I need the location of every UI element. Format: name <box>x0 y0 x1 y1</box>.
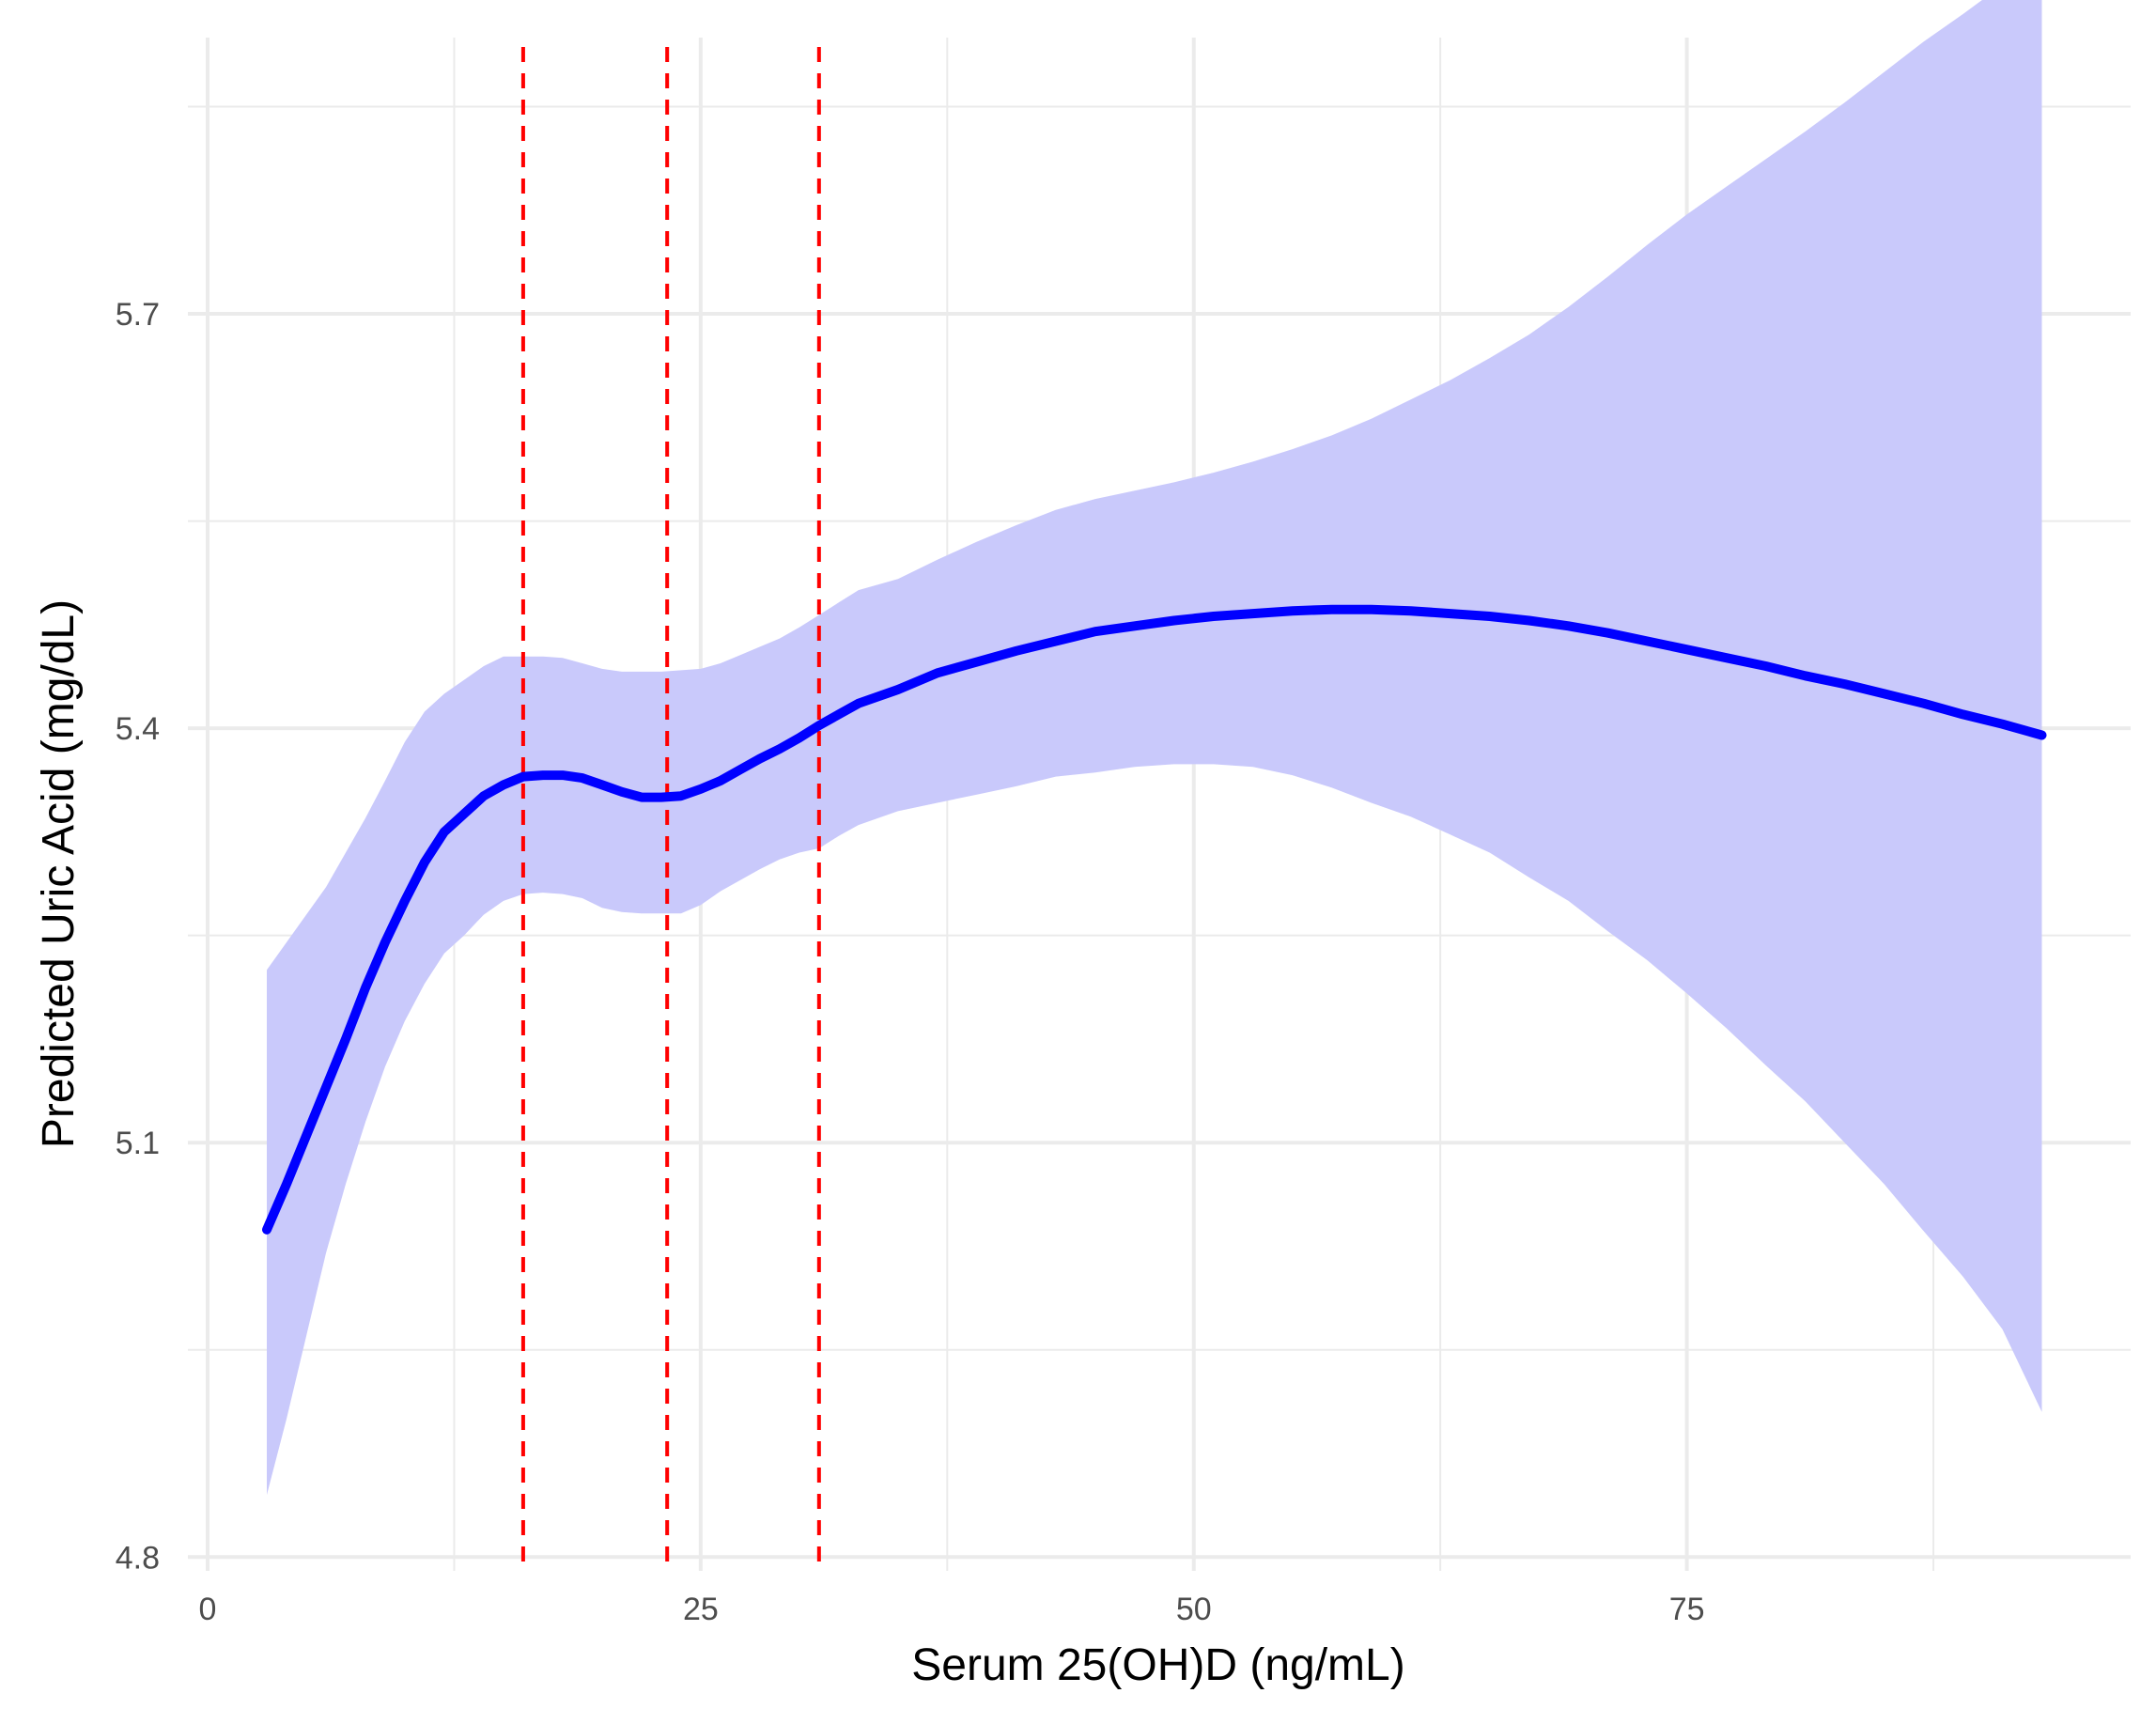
y-tick-label: 5.1 <box>116 1126 160 1161</box>
y-tick-label: 4.8 <box>116 1540 160 1576</box>
x-tick-label: 75 <box>1669 1592 1705 1627</box>
prediction-line <box>262 604 2047 1235</box>
x-tick-label: 50 <box>1176 1592 1212 1627</box>
x-tick-label: 0 <box>199 1592 217 1627</box>
x-tick-label: 25 <box>683 1592 719 1627</box>
reference-lines <box>520 47 821 1571</box>
y-axis-title: Predicted Uric Acid (mg/dL) <box>34 599 84 1148</box>
y-tick-labels: 4.8 5.1 5.4 5.7 <box>116 297 160 1576</box>
y-tick-label: 5.4 <box>116 711 160 747</box>
x-tick-labels: 0 25 50 75 <box>199 1592 1705 1627</box>
confidence-ribbon <box>267 0 2042 1496</box>
x-axis-title: Serum 25(OH)D (ng/mL) <box>911 1640 1404 1690</box>
y-tick-label: 5.7 <box>116 297 160 333</box>
